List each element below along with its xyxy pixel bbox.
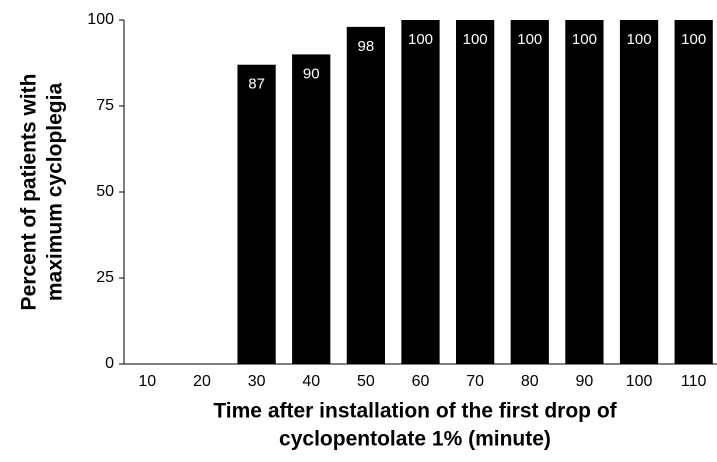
y-tick-label: 25 xyxy=(96,269,114,286)
bar xyxy=(674,20,713,364)
x-tick-label: 60 xyxy=(412,373,430,390)
y-axis-title: Percent of patients with maximum cyclopl… xyxy=(18,74,67,311)
x-tick-label: 30 xyxy=(248,373,266,390)
value-label: 0 xyxy=(198,338,206,355)
y-tick-label: 0 xyxy=(105,355,114,372)
x-tick-label: 90 xyxy=(576,373,594,390)
x-tick-label: 100 xyxy=(626,373,653,390)
x-tick-label: 80 xyxy=(521,373,539,390)
value-label: 98 xyxy=(358,38,375,55)
bar xyxy=(401,20,440,364)
value-label: 90 xyxy=(303,65,320,82)
bar xyxy=(237,64,276,364)
value-label: 87 xyxy=(248,76,265,93)
x-tick-label: 70 xyxy=(466,373,484,390)
bar xyxy=(510,20,549,364)
bar xyxy=(456,20,495,364)
value-label: 100 xyxy=(572,31,597,48)
y-axis-title-line: maximum cycloplegia xyxy=(44,83,67,302)
value-label: 100 xyxy=(517,31,542,48)
x-tick-label: 50 xyxy=(357,373,375,390)
x-tick-label: 10 xyxy=(138,373,156,390)
bar xyxy=(619,20,659,364)
x-tick-label: 40 xyxy=(302,373,320,390)
value-label: 0 xyxy=(143,338,151,355)
x-axis-title: cyclopentolate 1% (minute) xyxy=(279,428,551,451)
y-tick-label: 75 xyxy=(96,97,114,114)
x-tick-label: 110 xyxy=(681,373,707,390)
bar xyxy=(346,26,385,364)
x-tick-label: 20 xyxy=(193,373,211,390)
value-label: 100 xyxy=(681,31,706,48)
x-axis-title: Time after installation of the first dro… xyxy=(213,400,617,423)
value-label: 100 xyxy=(408,31,433,48)
y-tick-label: 100 xyxy=(87,11,114,28)
bar xyxy=(565,20,604,364)
y-tick-label: 50 xyxy=(96,183,114,200)
bar xyxy=(292,54,331,365)
y-axis-title-line: Percent of patients with xyxy=(18,74,41,311)
value-label: 100 xyxy=(463,31,488,48)
value-label: 100 xyxy=(627,31,652,48)
